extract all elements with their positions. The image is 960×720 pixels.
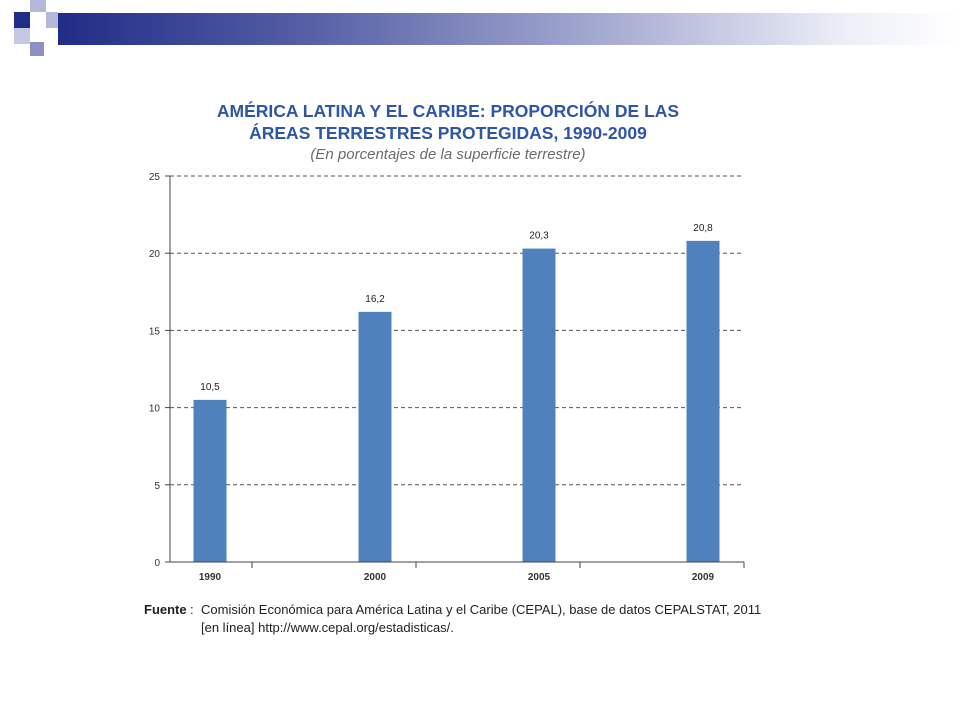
header-square-light xyxy=(14,28,30,44)
bar xyxy=(686,240,720,562)
source-colon: : xyxy=(190,602,194,617)
slide-header-decoration xyxy=(0,0,960,60)
x-tick-label: 2005 xyxy=(528,572,551,583)
y-tick-label: 15 xyxy=(149,326,161,337)
gridlines xyxy=(170,175,744,486)
header-square-mid xyxy=(30,42,44,56)
source-text: Comisión Económica para América Latina y… xyxy=(201,602,762,635)
y-tick-label: 5 xyxy=(154,481,160,492)
chart-subtitle: (En porcentajes de la superficie terrest… xyxy=(310,146,586,163)
data-label: 16,2 xyxy=(365,294,385,305)
chart-title: AMÉRICA LATINA Y EL CARIBE: PROPORCIÓN D… xyxy=(150,100,746,144)
data-label: 20,3 xyxy=(529,231,549,242)
bars xyxy=(193,240,720,562)
bar xyxy=(522,248,556,562)
source-label: Fuente xyxy=(144,602,187,617)
x-tick-label: 1990 xyxy=(199,572,222,583)
chart-title-line-1: AMÉRICA LATINA Y EL CARIBE: PROPORCIÓN D… xyxy=(216,101,680,121)
x-tick-label: 2009 xyxy=(692,572,715,583)
header-gradient-bar xyxy=(58,13,960,45)
header-square-light xyxy=(30,0,46,12)
y-tick-label: 0 xyxy=(154,558,160,569)
labels: 0 5 10 15 20 25 10,5 1990 16,2 2000 20,3 2005 20,8 20… xyxy=(149,172,715,583)
bar xyxy=(193,399,227,562)
y-tick-label: 10 xyxy=(149,404,161,415)
header-square-light xyxy=(46,12,58,28)
data-label: 10,5 xyxy=(200,382,220,393)
data-label: 20,8 xyxy=(693,223,713,234)
y-tick-label: 25 xyxy=(149,172,161,183)
x-tick-label: 2000 xyxy=(364,572,387,583)
chart-title-line-2: ÁREAS TERRESTRES PROTEGIDAS, 1990-2009 xyxy=(249,123,647,143)
y-tick-label: 20 xyxy=(149,249,161,260)
axes xyxy=(165,175,745,568)
bar xyxy=(358,311,392,562)
header-square-dark xyxy=(14,12,30,28)
